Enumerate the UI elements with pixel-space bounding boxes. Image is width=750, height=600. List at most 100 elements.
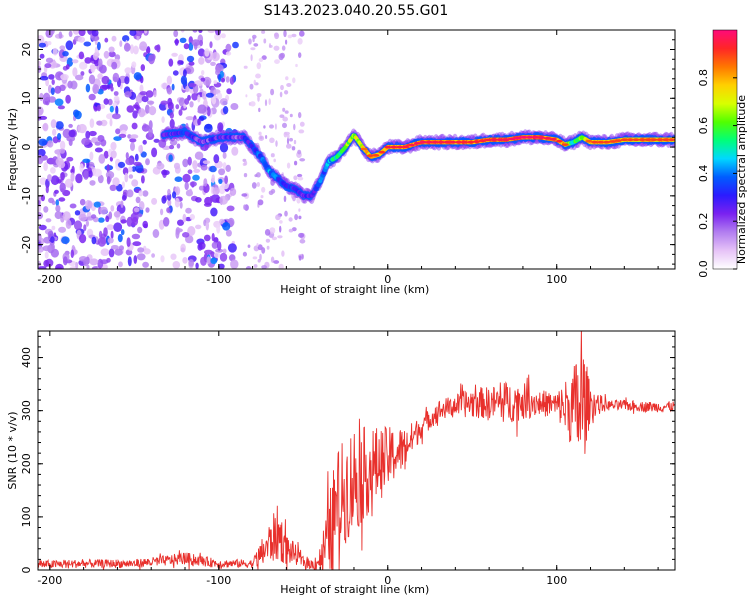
colorbar-tick-label: 0.8 xyxy=(697,69,710,87)
noise-blob xyxy=(298,232,305,238)
noise-blob xyxy=(74,110,82,120)
noise-blob xyxy=(139,84,144,93)
spectrogram-marks xyxy=(38,30,675,269)
noise-blob xyxy=(285,76,289,81)
noise-blob xyxy=(161,195,167,204)
noise-blob xyxy=(45,218,52,223)
noise-blob xyxy=(286,83,292,87)
noise-blob xyxy=(131,233,141,240)
noise-blob xyxy=(103,227,108,238)
noise-blob xyxy=(124,76,130,85)
noise-blob xyxy=(207,30,216,34)
noise-blob xyxy=(257,199,264,206)
noise-blob xyxy=(106,113,115,120)
noise-blob xyxy=(85,220,89,227)
noise-blob xyxy=(91,30,99,37)
noise-blob xyxy=(61,236,70,244)
noise-blob xyxy=(145,158,150,166)
noise-blob xyxy=(121,181,125,189)
ridge-peak xyxy=(555,139,563,143)
noise-blob xyxy=(104,37,109,43)
noise-blob xyxy=(258,135,265,141)
noise-blob xyxy=(195,224,202,230)
noise-blob xyxy=(62,256,68,266)
noise-blob xyxy=(189,101,194,108)
x-tick-label: -100 xyxy=(206,574,231,587)
noise-blob xyxy=(96,120,102,126)
noise-blob xyxy=(79,163,84,173)
y-tick-label: -10 xyxy=(20,187,33,205)
noise-blob xyxy=(139,91,148,96)
noise-blob xyxy=(75,74,84,81)
noise-blob xyxy=(218,74,222,83)
noise-blob xyxy=(88,130,97,137)
noise-blob xyxy=(282,107,286,112)
noise-blob xyxy=(78,51,85,60)
noise-blob xyxy=(270,256,275,263)
noise-blob xyxy=(109,118,113,127)
noise-blob xyxy=(153,138,160,143)
noise-blob xyxy=(131,179,139,187)
noise-blob xyxy=(103,150,109,159)
noise-blob xyxy=(38,138,48,146)
noise-blob xyxy=(84,57,92,64)
noise-blob xyxy=(175,104,180,110)
noise-blob xyxy=(89,151,94,161)
noise-blob xyxy=(138,108,146,118)
noise-blob xyxy=(270,88,275,96)
noise-blob xyxy=(65,94,71,104)
noise-blob xyxy=(58,197,66,202)
noise-blob xyxy=(216,224,221,234)
ridge-peak xyxy=(407,143,415,147)
noise-blob xyxy=(114,248,123,256)
noise-blob xyxy=(211,52,220,62)
noise-blob xyxy=(211,174,215,184)
noise-blob xyxy=(189,188,193,195)
noise-blob xyxy=(70,172,75,182)
noise-blob xyxy=(77,123,87,134)
noise-blob xyxy=(250,47,256,51)
colorbar-tick-label: 0.0 xyxy=(697,260,710,278)
noise-blob xyxy=(249,83,254,90)
noise-blob xyxy=(189,181,197,187)
noise-blob xyxy=(71,59,79,64)
noise-blob xyxy=(91,137,99,144)
noise-blob xyxy=(225,76,230,83)
noise-blob xyxy=(219,252,228,262)
noise-blob xyxy=(219,195,229,205)
noise-blob xyxy=(274,59,280,64)
ridge-peak xyxy=(656,138,664,142)
noise-blob xyxy=(83,257,89,267)
noise-blob xyxy=(177,60,184,65)
noise-blob xyxy=(291,227,297,232)
noise-blob xyxy=(174,186,181,196)
noise-blob xyxy=(59,148,66,154)
noise-blob xyxy=(142,261,150,268)
noise-blob xyxy=(38,42,47,48)
noise-blob xyxy=(147,100,155,105)
ridge-peak xyxy=(384,145,392,149)
noise-blob xyxy=(261,265,267,269)
noise-blob xyxy=(38,106,44,116)
x-tick-label: -100 xyxy=(206,273,231,286)
noise-blob xyxy=(204,48,210,57)
noise-blob xyxy=(293,175,298,181)
noise-blob xyxy=(169,118,175,129)
noise-blob xyxy=(258,107,261,113)
noise-blob xyxy=(169,139,178,146)
y-tick-label: -20 xyxy=(20,236,33,254)
noise-blob xyxy=(50,167,56,174)
ridge-peak xyxy=(366,154,374,158)
noise-blob xyxy=(93,201,101,208)
ridge-peak xyxy=(425,140,433,144)
ridge-peak xyxy=(520,135,528,139)
noise-blob xyxy=(172,70,179,76)
noise-blob xyxy=(230,103,239,110)
noise-blob xyxy=(131,166,137,172)
noise-blob xyxy=(177,219,184,226)
noise-blob xyxy=(39,75,49,81)
ridge-peak xyxy=(449,140,457,144)
noise-blob xyxy=(225,43,232,52)
noise-blob xyxy=(110,205,115,212)
noise-blob xyxy=(127,256,132,267)
